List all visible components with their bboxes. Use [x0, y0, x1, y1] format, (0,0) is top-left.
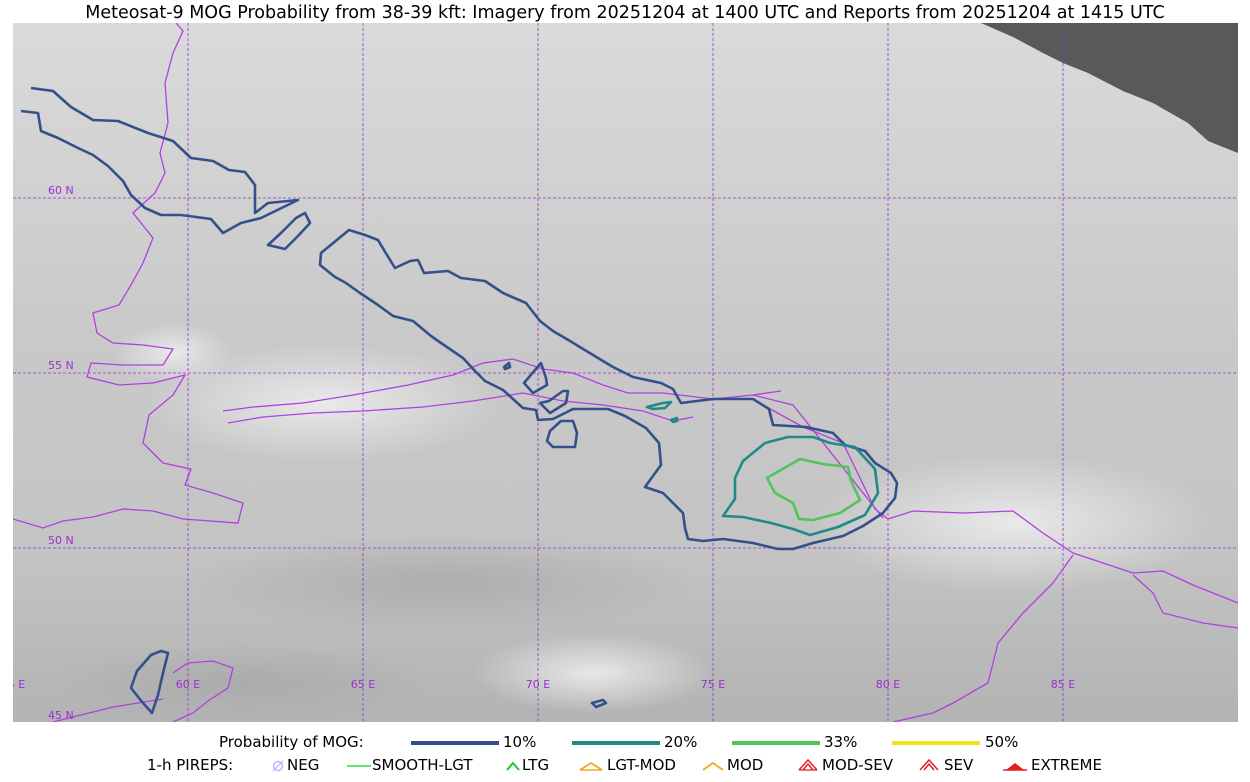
pirep-label-ltg: LTG	[522, 756, 550, 774]
latitude-labels: 60 N 55 N 50 N 45 N	[48, 184, 74, 722]
mod-caret-icon	[702, 761, 724, 771]
sev-caret-icon	[919, 758, 939, 771]
legend-swatch-50	[892, 741, 980, 745]
contour-33-percent	[765, 457, 862, 522]
legend-label-33: 33%	[824, 733, 858, 751]
smooth-lgt-line-icon	[347, 765, 371, 767]
longitude-labels: 55 E 60 E 65 E 70 E 75 E 80 E 85 E	[13, 678, 1075, 691]
legend-swatch-10	[411, 741, 499, 745]
satellite-map: 60 N 55 N 50 N 45 N 55 E 60 E 65 E 70 E …	[13, 23, 1238, 722]
lon-label: 75 E	[701, 678, 725, 691]
lat-label: 50 N	[48, 534, 74, 547]
no-data-region	[981, 23, 1238, 153]
pireps-legend: 1-h PIREPS: NEG SMOOTH-LGT LTG LGT-MOD M…	[0, 754, 1250, 776]
contour-20-percent	[645, 400, 880, 537]
lon-label: 55 E	[13, 678, 25, 691]
pirep-label-mod-sev: MOD-SEV	[822, 756, 893, 774]
pirep-label-mod: MOD	[727, 756, 764, 774]
cloud-patch	[813, 453, 1213, 593]
lon-label: 60 E	[176, 678, 200, 691]
lat-label: 60 N	[48, 184, 74, 197]
pirep-label-lgt-mod: LGT-MOD	[607, 756, 676, 774]
lgt-mod-caret-icon	[579, 761, 603, 771]
pirep-label-extreme: EXTREME	[1031, 756, 1102, 774]
legend-swatch-33	[732, 741, 820, 745]
pirep-label-neg: NEG	[287, 756, 320, 774]
gridlines	[13, 23, 1238, 722]
lon-label: 70 E	[526, 678, 550, 691]
dark-band	[183, 533, 703, 633]
lon-label: 65 E	[351, 678, 375, 691]
pirep-label-sev: SEV	[944, 756, 974, 774]
neg-circle-icon	[272, 760, 284, 772]
chart-title: Meteosat-9 MOG Probability from 38-39 kf…	[85, 3, 1165, 23]
cloud-patch	[473, 633, 713, 713]
lon-label: 80 E	[876, 678, 900, 691]
probability-legend: Probability of MOG: 10% 20% 33% 50%	[0, 731, 1250, 753]
extreme-triangle-icon	[1003, 763, 1027, 771]
legend-label-10: 10%	[503, 733, 537, 751]
legend-label-50: 50%	[985, 733, 1019, 751]
pireps-legend-title: 1-h PIREPS:	[147, 756, 234, 774]
pirep-label-smooth-lgt: SMOOTH-LGT	[372, 756, 473, 774]
map-svg: 60 N 55 N 50 N 45 N 55 E 60 E 65 E 70 E …	[13, 23, 1238, 722]
legend-swatch-20	[572, 741, 660, 745]
contour-10-percent	[20, 86, 899, 715]
lat-label: 45 N	[48, 709, 74, 722]
probability-legend-title: Probability of MOG:	[219, 733, 364, 751]
cloud-patch	[113, 323, 233, 383]
lat-label: 55 N	[48, 359, 74, 372]
ltg-caret-icon	[506, 761, 520, 771]
legend-label-20: 20%	[664, 733, 698, 751]
mod-sev-caret-icon	[798, 758, 818, 771]
country-borders	[13, 23, 1238, 722]
lon-label: 85 E	[1051, 678, 1075, 691]
